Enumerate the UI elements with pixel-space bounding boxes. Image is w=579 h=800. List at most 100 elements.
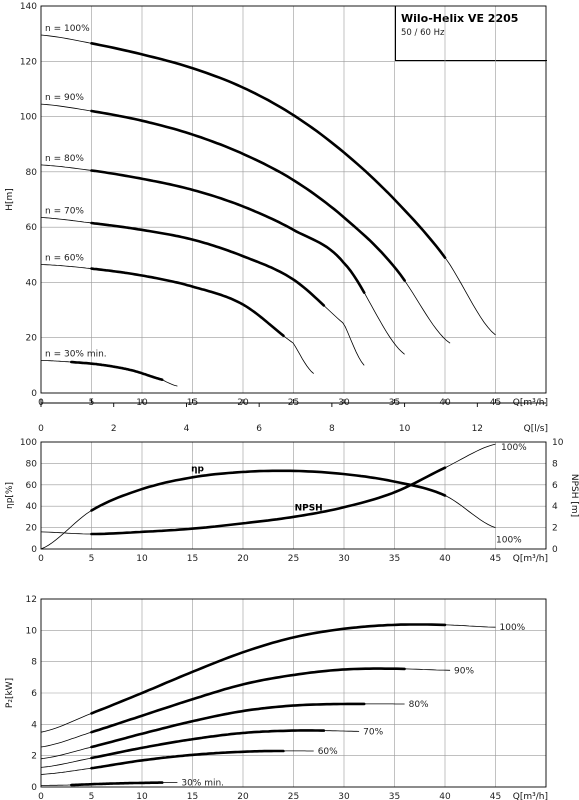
ls-axis-ticklabel-2: 2	[111, 424, 117, 434]
head-ylabel: H[m]	[5, 188, 15, 211]
efficiency-npsh-ytick-right-6: 6	[552, 481, 558, 491]
power-ytick-4: 4	[31, 720, 37, 730]
power-xtick-40: 40	[439, 792, 451, 800]
power-series-4-operating-range	[90, 749, 285, 770]
efficiency-npsh-ytick-right-0: 0	[552, 545, 558, 555]
power-ylabel: P₂[kW]	[5, 678, 15, 708]
efficiency-npsh-xtick-40: 40	[439, 554, 451, 564]
power-series-5-operating-range	[70, 781, 164, 787]
head-series-3-operating-range	[90, 221, 326, 307]
eff-series-label: ηp	[191, 464, 204, 474]
power-series-3-line	[40, 730, 360, 768]
efficiency-npsh-xlabel: Q[m³/h]	[513, 554, 548, 564]
power-series-2-operating-range	[90, 702, 366, 749]
ls-axis-ticklabel-10: 10	[399, 424, 411, 434]
title-box: Wilo-Helix VE 2205 50 / 60 Hz	[395, 6, 547, 61]
head-ytick-40: 40	[26, 278, 38, 288]
head-series-3-label: n = 70%	[45, 206, 84, 216]
efficiency-npsh-frame	[40, 441, 547, 550]
power-xlabel: Q[m³/h]	[513, 792, 548, 800]
power-xtick-5: 5	[89, 792, 95, 800]
head-series-5-operating-range	[70, 360, 164, 381]
power-ytick-6: 6	[31, 689, 37, 699]
ls-axis-ticklabel-0: 0	[38, 424, 44, 434]
efficiency-npsh-series-1-operating-range	[90, 466, 447, 536]
head-series-5-line	[41, 360, 178, 387]
efficiency-npsh-ytick-right-10: 10	[552, 438, 564, 448]
head-ytick-80: 80	[26, 168, 38, 178]
power-xtick-10: 10	[136, 792, 148, 800]
efficiency-npsh-xtick-5: 5	[89, 554, 95, 564]
head-series-5-label: n = 30% min.	[45, 349, 107, 359]
head-series-2-label: n = 80%	[45, 154, 84, 164]
head-series-0-line	[40, 34, 496, 336]
power-series-4-line	[40, 750, 314, 775]
efficiency-npsh-series-0-line	[40, 470, 496, 550]
head-ytick-140: 140	[20, 2, 37, 12]
ls-axis-ticklabel-8: 8	[329, 424, 335, 434]
power-series-0-label: 100%	[500, 623, 526, 633]
efficiency-npsh-ytick-right-8: 8	[552, 459, 558, 469]
power-ytick-12: 12	[26, 595, 37, 605]
power-series-3-operating-range	[90, 729, 326, 760]
head-series-2-line	[40, 164, 405, 355]
efficiency-npsh-ytick-60: 60	[26, 481, 38, 491]
head-ytick-20: 20	[26, 334, 38, 344]
ls-axis-ticklabel-4: 4	[184, 424, 190, 434]
head-series-1-operating-range	[90, 109, 406, 282]
efficiency-npsh-xtick-25: 25	[288, 554, 299, 564]
power-ytick-0: 0	[31, 783, 37, 793]
power-series-4-label: 60%	[318, 747, 338, 757]
power-series-1-label: 90%	[454, 666, 474, 676]
efficiency-npsh-ylabel-right: NPSH [m]	[569, 474, 579, 517]
chart-subtitle: 50 / 60 Hz	[401, 28, 445, 38]
efficiency-npsh-xtick-0: 0	[38, 554, 44, 564]
power-xtick-15: 15	[187, 792, 198, 800]
efficiency-npsh-xtick-35: 35	[389, 554, 400, 564]
efficiency-npsh-series-0-operating-range	[90, 469, 447, 512]
power-series-2-label: 80%	[409, 700, 429, 710]
head-ytick-60: 60	[26, 223, 38, 233]
head-series-4-label: n = 60%	[45, 253, 84, 263]
efficiency-npsh-xtick-15: 15	[187, 554, 198, 564]
power-xtick-25: 25	[288, 792, 299, 800]
power-series-1-operating-range	[90, 667, 406, 734]
head-ytick-120: 120	[20, 57, 37, 67]
npsh-series-end-label: 100%	[501, 443, 527, 453]
efficiency-npsh-xtick-10: 10	[136, 554, 148, 564]
efficiency-npsh-ytick-right-2: 2	[552, 524, 558, 534]
eff-series-end-label: 100%	[496, 536, 522, 546]
efficiency-npsh-ytick-40: 40	[26, 502, 38, 512]
efficiency-npsh-xtick-45: 45	[490, 554, 501, 564]
power-series-3-label: 70%	[363, 727, 383, 737]
power-ytick-10: 10	[26, 626, 38, 636]
npsh-series-label: NPSH	[295, 503, 323, 513]
power-xtick-35: 35	[389, 792, 400, 800]
head-series-1-label: n = 90%	[45, 93, 84, 103]
head-ytick-0: 0	[31, 389, 37, 399]
head-ytick-100: 100	[20, 113, 37, 123]
ls-axis-label: Q[l/s]	[524, 424, 548, 434]
power-xtick-0: 0	[38, 792, 44, 800]
ls-axis-ticklabel-12: 12	[472, 424, 483, 434]
ls-axis-ticklabel-6: 6	[256, 424, 262, 434]
efficiency-npsh-ytick-20: 20	[26, 524, 38, 534]
head-series-0-operating-range	[90, 42, 447, 259]
efficiency-npsh-ylabel: ηp[%]	[5, 482, 15, 509]
efficiency-npsh-xtick-30: 30	[338, 554, 350, 564]
efficiency-npsh-ytick-right-4: 4	[552, 502, 558, 512]
efficiency-npsh-xtick-20: 20	[237, 554, 249, 564]
head-series-4-operating-range	[90, 267, 285, 337]
head-frame	[40, 5, 547, 394]
power-frame	[40, 598, 547, 788]
chart-title: Wilo-Helix VE 2205	[401, 12, 519, 25]
head-series-0-label: n = 100%	[45, 24, 90, 34]
power-ytick-2: 2	[31, 752, 37, 762]
efficiency-npsh-ytick-0: 0	[31, 545, 37, 555]
efficiency-npsh-ytick-100: 100	[20, 438, 37, 448]
power-xtick-45: 45	[490, 792, 501, 800]
power-series-5-label: 30% min.	[181, 779, 224, 789]
head-series-2-operating-range	[90, 169, 366, 294]
efficiency-npsh-ytick-80: 80	[26, 459, 38, 469]
